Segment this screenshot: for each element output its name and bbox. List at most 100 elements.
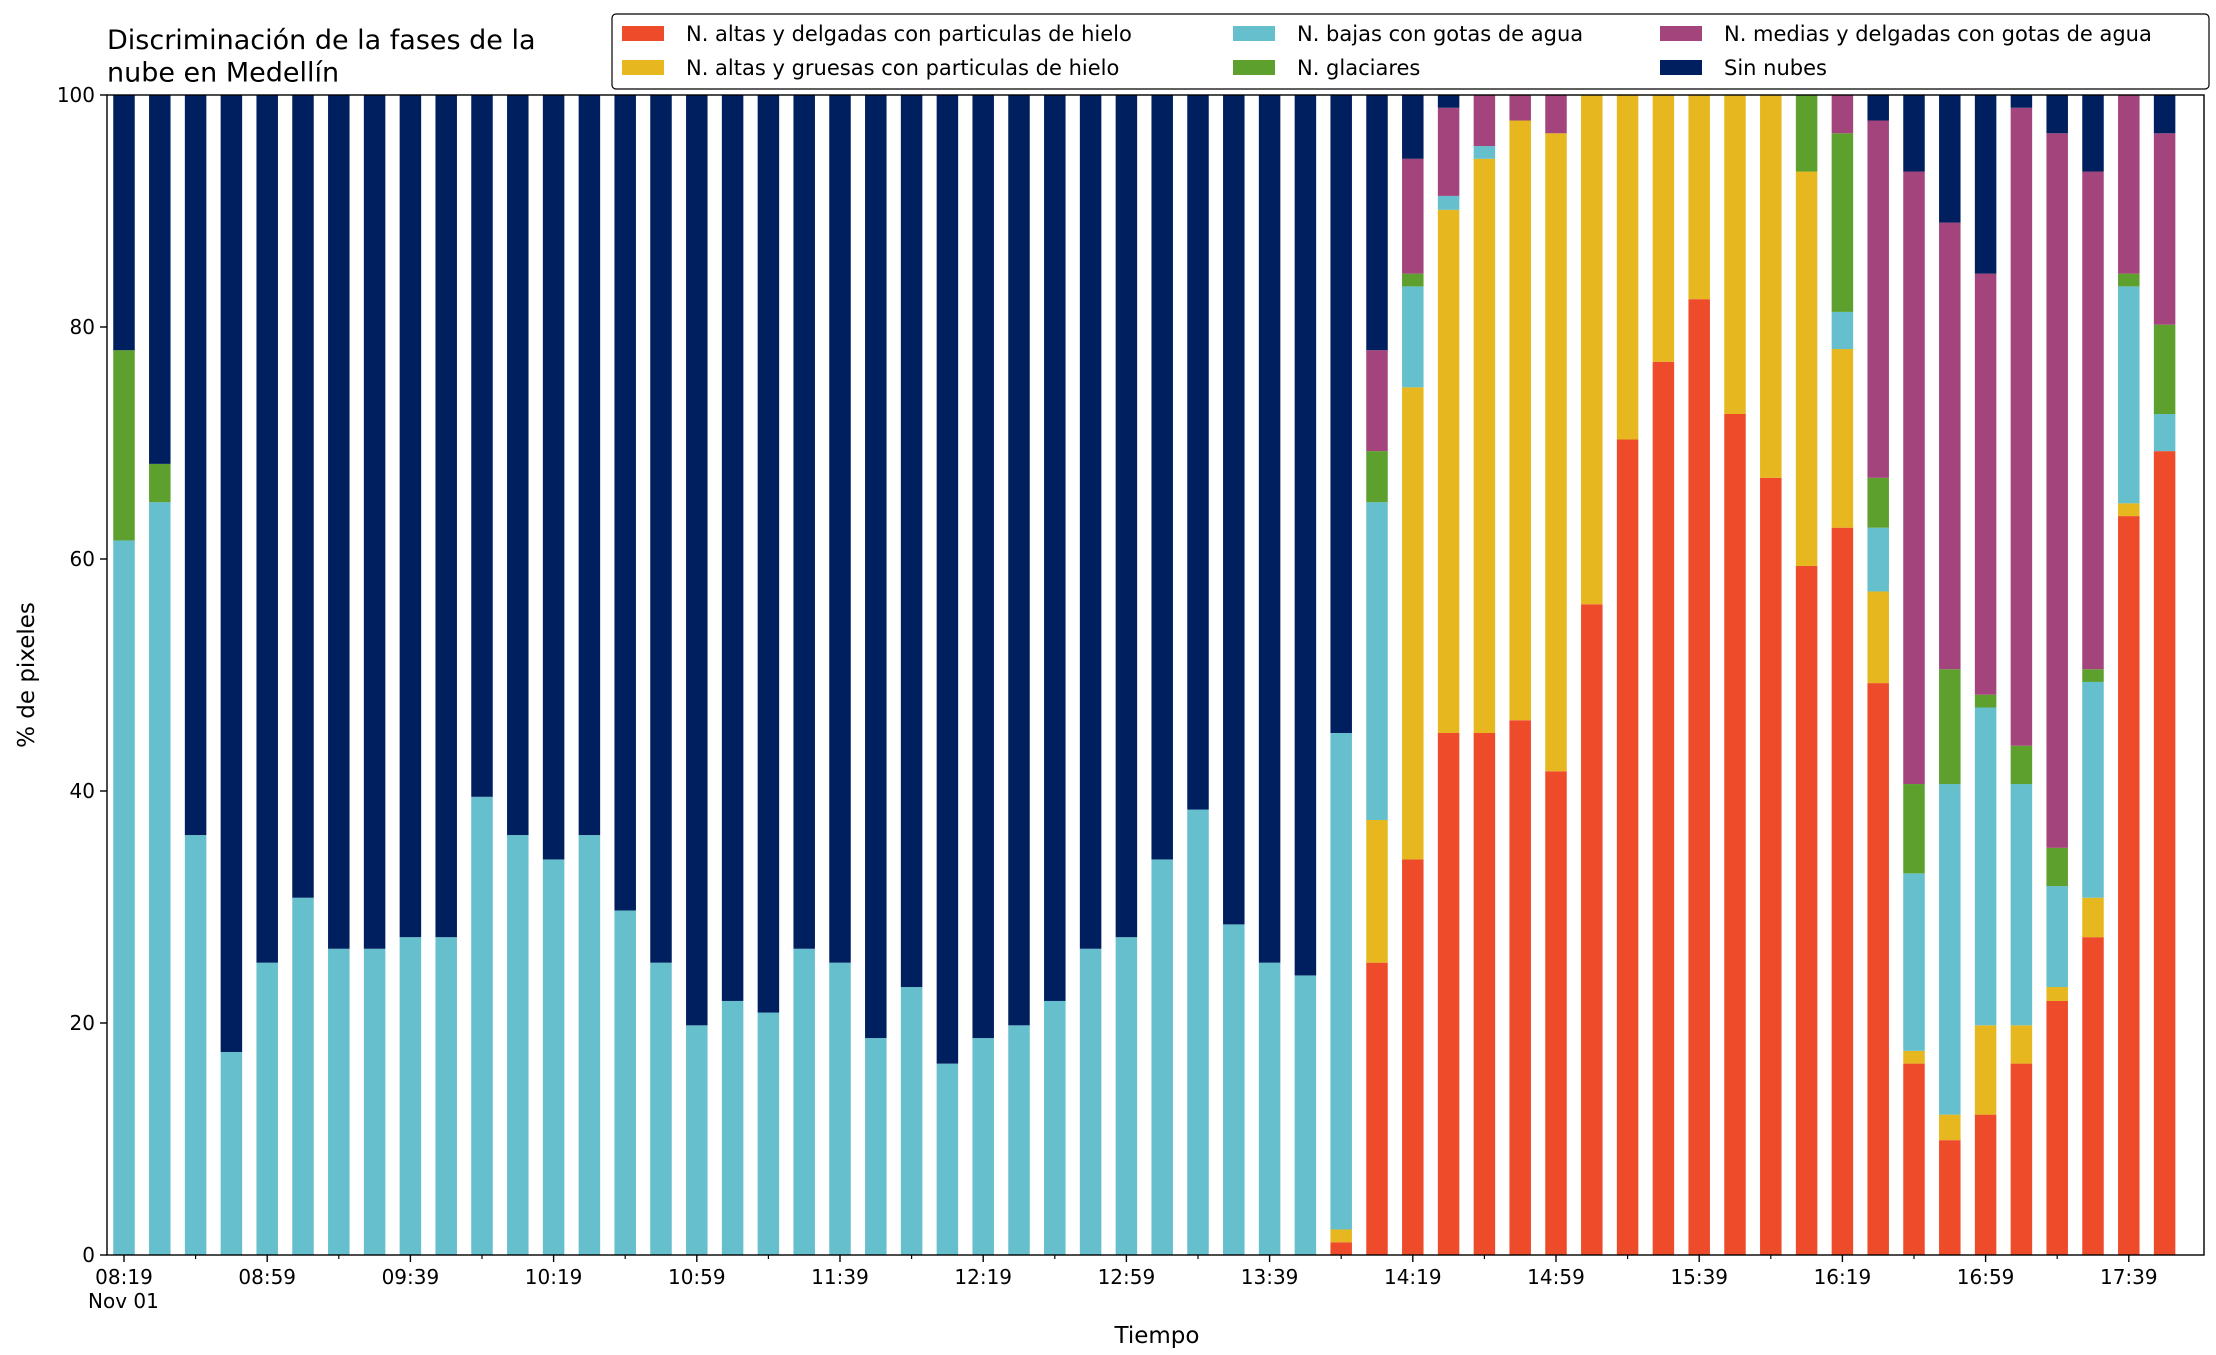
bar-segment <box>1330 1242 1352 1255</box>
bar-segment <box>936 1063 959 1255</box>
legend-swatch <box>1660 60 1702 75</box>
legend-swatch <box>1233 60 1275 75</box>
bar-segment <box>1151 95 1173 860</box>
bar-segment <box>1903 1050 1925 1064</box>
bar-segment <box>1903 1063 1925 1255</box>
bar-segment <box>2010 745 2033 785</box>
bar-segment <box>686 95 708 1026</box>
bar-segment <box>1795 95 1818 172</box>
x-tick-label: 12:19 <box>954 1265 1012 1289</box>
y-tick-label: 40 <box>70 779 95 803</box>
bar-segment <box>650 962 672 1255</box>
bar-segment <box>1330 733 1352 1230</box>
bar-segment <box>2010 1025 2033 1064</box>
bar-segment <box>1974 1025 1997 1115</box>
plot-frame <box>106 94 2205 1256</box>
bar-segment <box>1366 962 1388 1255</box>
bar-segment <box>1402 95 1424 159</box>
bar-segment <box>399 937 422 1255</box>
bar-segment <box>1258 95 1281 963</box>
bar-segment <box>2010 1063 2033 1255</box>
bar-segment <box>2153 133 2176 325</box>
bar-segment <box>1939 222 1961 670</box>
legend-swatch <box>622 60 664 75</box>
bar-segment <box>1079 95 1102 949</box>
bar-segment <box>1402 286 1424 388</box>
bar-segment <box>757 1012 780 1255</box>
bar-segment <box>1366 95 1388 351</box>
x-tick-label: 12:59 <box>1098 1265 1156 1289</box>
legend-swatch <box>622 26 664 41</box>
bar-segment <box>721 95 744 1001</box>
x-tick-label: 09:39 <box>382 1265 440 1289</box>
bar-segment <box>1402 273 1424 287</box>
bar-segment <box>578 835 601 1255</box>
bar-segment <box>292 95 314 898</box>
bar-segment <box>1867 527 1889 592</box>
bar-segment <box>686 1025 708 1255</box>
bar-segment <box>1437 209 1460 734</box>
bar-segment <box>2153 324 2176 414</box>
legend-label: Sin nubes <box>1724 56 1827 80</box>
bar-segment <box>1509 120 1531 721</box>
bar-segment <box>2082 897 2104 938</box>
bar-segment <box>1974 707 1997 1026</box>
bar-segment <box>1437 733 1460 1255</box>
legend-label: N. altas y delgadas con particulas de hi… <box>686 22 1132 46</box>
bar-segment <box>471 95 493 797</box>
bar-segment <box>113 350 135 541</box>
bar-segment <box>1366 502 1388 820</box>
bar-segment <box>2118 286 2140 504</box>
bar-segment <box>1545 771 1567 1255</box>
bar-segment <box>1616 439 1639 1255</box>
bar-segment <box>1258 962 1281 1255</box>
y-tick-label: 20 <box>70 1011 95 1035</box>
bar-segment <box>113 95 135 351</box>
bar-segment <box>2010 107 2033 746</box>
bar-segment <box>865 95 887 1039</box>
bar-segment <box>1760 477 1782 1255</box>
bar-segment <box>507 835 529 1255</box>
bar-segment <box>1760 95 1782 478</box>
legend-label: N. medias y delgadas con gotas de agua <box>1724 22 2152 46</box>
bar-segment <box>1044 95 1066 1001</box>
bar-segment <box>1330 1229 1352 1243</box>
bar-segment <box>2046 987 2068 1001</box>
bar-segment <box>220 1052 243 1255</box>
bar-segment <box>1903 171 1925 785</box>
bar-segment <box>542 859 565 1255</box>
bar-segment <box>972 1038 994 1255</box>
bar-segment <box>1545 133 1567 772</box>
bar-segment <box>1939 95 1961 223</box>
bar-segment <box>220 95 243 1052</box>
bar-segment <box>2153 95 2176 134</box>
bar-segment <box>829 95 851 963</box>
x-tick-label: 16:59 <box>1957 1265 2015 1289</box>
bar-segment <box>1437 195 1460 210</box>
bar-segment <box>2118 95 2140 274</box>
bar-segment <box>757 95 780 1013</box>
bar-segment <box>1688 299 1710 1255</box>
bar-segment <box>1473 95 1496 147</box>
bar-segment <box>2082 681 2104 898</box>
bar-segment <box>1330 95 1352 733</box>
bar-segment <box>1939 669 1961 785</box>
bar-segment <box>149 95 171 464</box>
bar-segment <box>1903 784 1925 874</box>
bar-segment <box>1294 95 1317 976</box>
bar-segment <box>1008 1025 1030 1255</box>
bar-segment <box>507 95 529 836</box>
chart-title: Discriminación de la fases de la nube en … <box>107 25 536 88</box>
x-tick-label: 11:39 <box>811 1265 869 1289</box>
bar-segment <box>936 95 959 1064</box>
bar-segment <box>2046 133 2068 848</box>
bar-segment <box>2082 669 2104 682</box>
bar-segment <box>1402 387 1424 860</box>
legend-label: N. glaciares <box>1297 56 1420 80</box>
bar-segment <box>399 95 422 938</box>
bar-segment <box>256 95 278 963</box>
bar-segment <box>1795 565 1818 1255</box>
bar-segment <box>1187 809 1209 1255</box>
bar-segment <box>2153 414 2176 452</box>
